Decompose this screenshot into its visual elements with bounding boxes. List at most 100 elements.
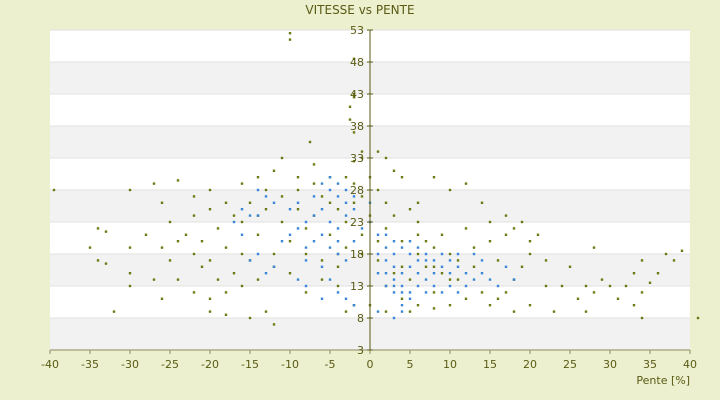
data-point	[376, 240, 380, 243]
x-tick-label: -35	[81, 358, 99, 371]
data-point	[224, 313, 228, 316]
data-point	[472, 278, 476, 281]
data-point	[248, 316, 252, 320]
data-point	[240, 182, 244, 185]
data-point	[632, 272, 636, 275]
data-point	[352, 182, 356, 185]
data-point	[464, 272, 468, 275]
data-point	[264, 272, 268, 275]
data-point	[296, 278, 300, 281]
data-point	[432, 307, 436, 310]
data-point	[352, 304, 356, 307]
data-point	[416, 220, 420, 224]
data-point	[472, 252, 476, 256]
data-point	[432, 259, 436, 262]
data-point	[216, 227, 220, 230]
data-point	[440, 272, 444, 275]
x-tick-label: 25	[563, 358, 577, 371]
data-point	[400, 310, 404, 313]
data-point	[456, 265, 460, 268]
data-point	[192, 252, 196, 256]
data-point	[352, 131, 356, 134]
data-point	[528, 240, 532, 243]
x-axis-title: Pente [%]	[636, 374, 690, 387]
x-tick-label: 20	[523, 358, 537, 371]
data-point	[88, 246, 92, 249]
data-point	[256, 278, 260, 281]
data-point	[456, 259, 460, 262]
data-point	[304, 252, 308, 256]
data-point	[448, 272, 452, 275]
data-point	[256, 214, 260, 217]
y-tick-label: 28	[350, 184, 364, 197]
data-point	[480, 201, 484, 204]
data-point	[544, 284, 548, 288]
data-point	[408, 297, 412, 300]
data-point	[616, 297, 620, 300]
data-point	[512, 278, 516, 281]
data-point	[400, 291, 404, 294]
data-point	[312, 214, 316, 217]
data-point	[216, 278, 220, 281]
data-point	[304, 284, 308, 288]
data-points	[52, 32, 700, 326]
data-point	[352, 201, 356, 204]
data-point	[304, 246, 308, 249]
data-point	[448, 304, 452, 307]
data-point	[328, 233, 332, 236]
data-point	[272, 323, 276, 326]
data-point	[336, 227, 340, 230]
data-point	[336, 195, 340, 198]
data-point	[384, 156, 388, 160]
data-point	[192, 291, 196, 294]
data-point	[392, 240, 396, 243]
data-point	[352, 195, 356, 198]
data-point	[328, 220, 332, 224]
data-point	[304, 291, 308, 294]
data-point	[352, 240, 356, 243]
data-point	[392, 278, 396, 281]
data-point	[416, 246, 420, 249]
data-point	[400, 272, 404, 275]
data-point	[240, 208, 244, 211]
data-point	[320, 182, 324, 185]
y-tick-label: 23	[350, 216, 364, 229]
x-tick-label: 10	[443, 358, 457, 371]
data-point	[240, 252, 244, 256]
data-point	[248, 214, 252, 217]
data-point	[336, 284, 340, 288]
data-point	[448, 188, 452, 192]
x-tick-label: -5	[325, 358, 336, 371]
data-point	[376, 150, 380, 153]
data-point	[288, 272, 292, 275]
data-point	[488, 304, 492, 307]
data-point	[360, 233, 364, 236]
data-point	[536, 233, 540, 236]
data-point	[416, 252, 420, 256]
data-point	[360, 227, 364, 230]
data-point	[264, 310, 268, 313]
data-point	[392, 169, 396, 172]
data-point	[344, 188, 348, 192]
data-point	[256, 233, 260, 236]
data-point	[456, 252, 460, 256]
y-tick-label: 48	[350, 56, 364, 69]
data-point	[432, 291, 436, 294]
y-tick-label: 43	[350, 88, 364, 101]
data-point	[328, 188, 332, 192]
data-point	[400, 246, 404, 249]
data-point	[416, 201, 420, 204]
data-point	[376, 233, 380, 236]
data-point	[496, 259, 500, 262]
data-point	[400, 265, 404, 268]
data-point	[432, 284, 436, 288]
data-point	[320, 233, 324, 236]
data-point	[344, 220, 348, 224]
data-point	[96, 259, 100, 262]
data-point	[464, 182, 468, 185]
data-point	[416, 259, 420, 262]
y-tick-label: 18	[350, 248, 364, 261]
data-point	[256, 252, 260, 256]
data-point	[448, 278, 452, 281]
data-point	[308, 140, 312, 144]
